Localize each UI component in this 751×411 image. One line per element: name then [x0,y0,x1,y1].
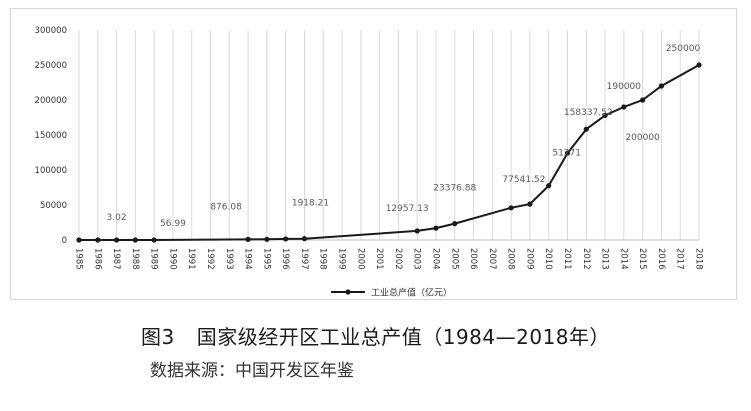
y-tick-label-50000: 50000 [40,201,67,211]
data-point-2011 [564,150,571,156]
data-point-1988 [132,237,138,243]
data-point-1995 [264,236,270,242]
data-point-2018 [696,62,702,68]
data-label-2014: 190000 [607,82,642,92]
x-tick-label-2004: 2004 [430,248,440,270]
x-tick-label-1989: 1989 [149,248,159,270]
chart-frame: 0 50000 100000 150000 200000 250000 300000 1985… [10,8,737,300]
x-tick-label-2008: 2008 [506,248,516,270]
x-tick-label-1991: 1991 [186,248,196,270]
data-point-2012 [583,126,589,132]
data-label-2010: 51271 [552,149,581,159]
data-label-1994: 876.08 [210,202,242,212]
x-tick-label-2006: 2006 [468,248,478,270]
x-tick-label-2003: 2003 [412,248,422,270]
data-point-2005 [452,221,458,227]
x-tick-label-2010: 2010 [543,248,553,270]
x-tick-label-1986: 1986 [92,248,102,270]
data-point-2015 [640,97,646,103]
figure-number: 图3 [140,325,175,349]
x-tick-label-1995: 1995 [261,248,271,270]
x-tick-label-2016: 2016 [656,248,666,270]
x-tick-label-2001: 2001 [374,248,384,270]
data-point-1996 [283,236,289,242]
figure-title: 国家级经开区工业总产值（1984—2018年） [196,325,611,349]
x-tick-label-2002: 2002 [393,248,403,270]
x-tick-label-1999: 1999 [337,248,347,270]
figure-source: 数据来源：中国开发区年鉴 [150,361,354,381]
x-tick-label-2014: 2014 [618,248,628,270]
x-tick-label-1993: 1993 [224,248,234,270]
y-tick-label-100000: 100000 [35,166,67,176]
data-point-2004 [433,225,439,231]
legend-label: 工业总产值（亿元） [371,287,452,299]
y-tick-label-200000: 200000 [35,96,67,106]
data-label-1997: 1918.21 [292,199,329,209]
data-label-2018: 250000 [666,44,701,54]
data-point-2016 [658,83,665,89]
data-point-2013 [602,112,608,118]
x-tick-label-2017: 2017 [675,248,685,270]
x-tick-label-1994: 1994 [243,248,253,270]
x-tick-label-1988: 1988 [130,248,140,270]
data-point-1994 [245,236,251,242]
series-line-0 [79,64,700,241]
data-point-2009 [527,201,533,207]
x-tick-label-2012: 2012 [581,248,591,270]
figure-caption: 图3 国家级经开区工业总产值（1984—2018年） [0,321,751,350]
legend-marker [345,289,351,295]
data-point-1997 [301,236,308,242]
x-tick-label-1992: 1992 [205,248,215,270]
data-point-2010 [546,183,552,189]
x-tick-label-2000: 2000 [355,248,365,270]
data-label-2015: 200000 [625,133,660,143]
y-tick-label-300000: 300000 [35,26,67,36]
y-tick-label-150000: 150000 [35,131,67,141]
x-tick-label-1996: 1996 [280,248,290,270]
data-point-1987 [113,237,120,243]
x-tick-label-2005: 2005 [449,248,459,270]
data-point-2008 [508,205,514,211]
data-label-1987: 3.02 [107,213,127,223]
y-tick-label-0: 0 [62,236,67,246]
data-point-2014 [621,104,627,110]
data-label-2005: 23376.88 [433,184,476,194]
line-chart: 0 50000 100000 150000 200000 250000 300000 1985… [35,26,704,299]
data-label-2009: 77541.52 [502,175,545,185]
data-point-1985 [76,237,82,243]
data-point-1986 [95,237,101,243]
x-tick-label-1987: 1987 [111,248,121,270]
data-point-2003 [414,228,420,234]
y-tick-label-250000: 250000 [35,61,67,71]
x-tick-label-1990: 1990 [167,248,177,270]
data-point-1989 [151,237,157,243]
x-tick-label-2015: 2015 [637,248,647,270]
x-tick-label-2018: 2018 [694,248,704,270]
x-tick-label-2011: 2011 [562,248,572,270]
x-tick-label-2013: 2013 [600,248,610,270]
x-tick-label-2009: 2009 [524,248,534,270]
x-tick-label-1998: 1998 [318,248,328,270]
x-tick-label-1985: 1985 [74,248,84,270]
data-label-2012: 158337.52 [564,108,613,118]
data-label-2003: 12957.13 [386,204,429,214]
data-label-1990: 56.99 [160,219,186,229]
x-tick-label-2007: 2007 [487,248,497,270]
x-tick-label-1997: 1997 [299,248,309,270]
